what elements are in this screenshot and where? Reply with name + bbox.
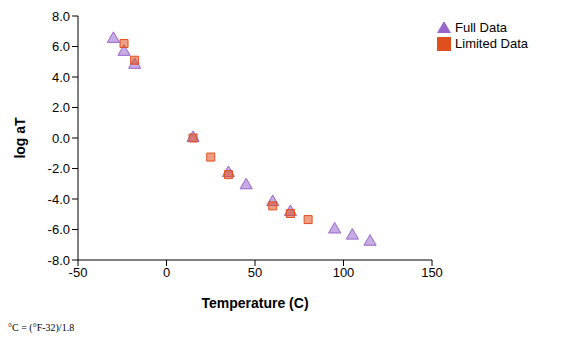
svg-text:-2.0: -2.0 [48, 161, 70, 176]
svg-text:0.0: 0.0 [52, 131, 70, 146]
svg-text:-4.0: -4.0 [48, 192, 70, 207]
svg-text:150: 150 [421, 265, 443, 280]
svg-text:2.0: 2.0 [52, 100, 70, 115]
html-text:Full Data: Full Data [455, 20, 507, 35]
svg-text:4.0: 4.0 [52, 70, 70, 85]
svg-text:8.0: 8.0 [52, 9, 70, 24]
svg-text:0: 0 [163, 265, 170, 280]
svg-text:6.0: 6.0 [52, 39, 70, 54]
svg-text:Temperature (C): Temperature (C) [201, 295, 308, 311]
svg-text:log aT: log aT [12, 117, 28, 159]
html-text:Limited Data: Limited Data [455, 35, 528, 51]
html-text:°C = (°F-32)/1.8: °C = (°F-32)/1.8 [8, 322, 75, 333]
svg-text:-6.0: -6.0 [48, 222, 70, 237]
svg-text:-50: -50 [69, 265, 88, 280]
svg-text:-8.0: -8.0 [48, 253, 70, 268]
svg-text:100: 100 [333, 265, 355, 280]
svg-text:50: 50 [248, 265, 262, 280]
